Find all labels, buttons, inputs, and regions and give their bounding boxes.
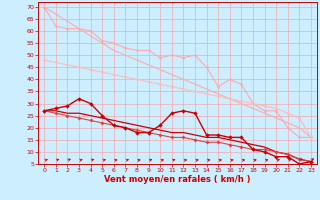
X-axis label: Vent moyen/en rafales ( km/h ): Vent moyen/en rafales ( km/h ) xyxy=(104,175,251,184)
